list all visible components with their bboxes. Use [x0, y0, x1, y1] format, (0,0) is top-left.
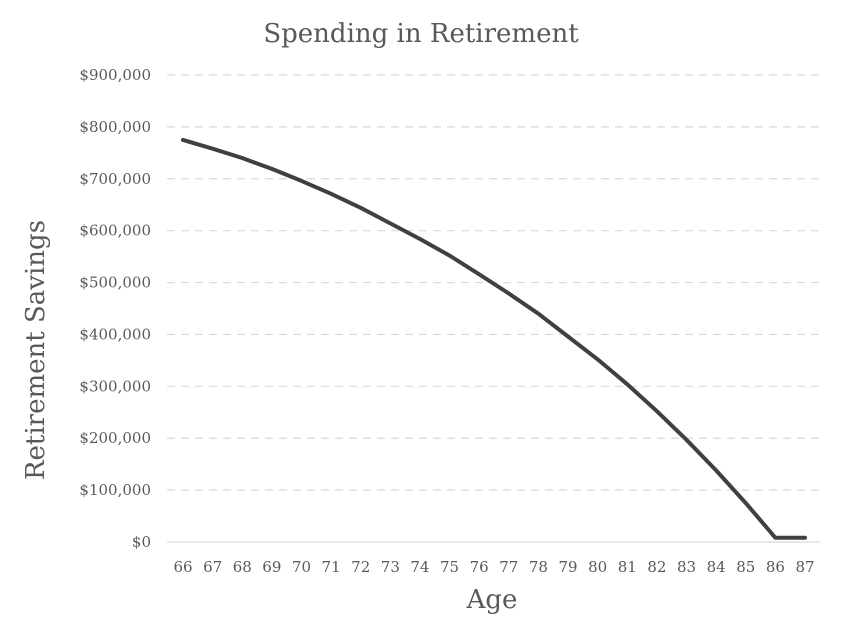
x-tick-label: 73: [381, 558, 400, 576]
x-axis-tick-labels: 66 67 68 69 70 71 72 73 74 75 76 77 78 79 80 81 82 83 84 85…: [173, 558, 814, 576]
x-tick-label: 68: [233, 558, 252, 576]
x-tick-label: 77: [499, 558, 518, 576]
x-tick-label: 84: [707, 558, 726, 576]
y-tick-label: $100,000: [79, 481, 151, 499]
x-tick-label: 70: [292, 558, 311, 576]
x-tick-label: 75: [440, 558, 459, 576]
x-axis-title: Age: [466, 585, 518, 615]
x-tick-label: 71: [322, 558, 341, 576]
x-tick-label: 86: [766, 558, 785, 576]
x-tick-label: 72: [351, 558, 370, 576]
gridlines: [167, 74, 820, 543]
y-tick-label: $900,000: [79, 66, 151, 84]
y-tick-label: $800,000: [79, 118, 151, 136]
x-tick-label: 81: [618, 558, 637, 576]
y-axis-title: Retirement Savings: [21, 220, 51, 480]
x-tick-label: 80: [588, 558, 607, 576]
series-layer: [181, 137, 807, 540]
x-tick-label: 85: [736, 558, 755, 576]
y-tick-label: $400,000: [79, 325, 151, 343]
x-tick-label: 78: [529, 558, 548, 576]
x-tick-label: 83: [677, 558, 696, 576]
y-tick-label: $700,000: [79, 170, 151, 188]
y-tick-label: $600,000: [79, 222, 151, 240]
y-tick-label: $0: [132, 533, 151, 551]
y-tick-label: $300,000: [79, 377, 151, 395]
y-tick-label: $200,000: [79, 429, 151, 447]
y-tick-label: $500,000: [79, 274, 151, 292]
y-axis-tick-labels: $0 $100,000 $200,000 $300,000 $400,000 $500,0…: [79, 66, 151, 551]
x-tick-label: 76: [470, 558, 489, 576]
x-tick-label: 69: [262, 558, 281, 576]
x-tick-label: 87: [795, 558, 814, 576]
x-tick-label: 82: [647, 558, 666, 576]
series-line: [181, 137, 807, 540]
x-tick-label: 66: [173, 558, 192, 576]
x-tick-label: 67: [203, 558, 222, 576]
x-tick-label: 74: [410, 558, 429, 576]
chart-title: Spending in Retirement: [263, 19, 579, 49]
x-tick-label: 79: [559, 558, 578, 576]
